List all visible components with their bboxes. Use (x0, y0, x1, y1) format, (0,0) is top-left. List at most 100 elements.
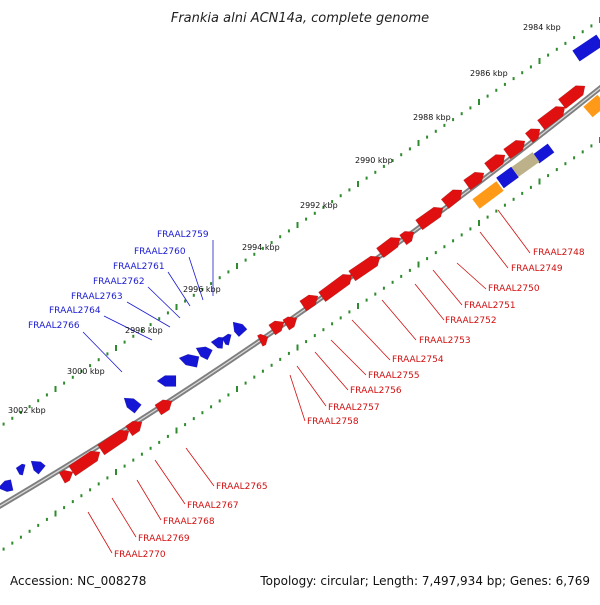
outer-tick-mark (400, 153, 403, 157)
forward-gene (97, 429, 130, 456)
leader-line (185, 447, 215, 487)
gene-label-fraal2752[interactable]: FRAAL2752 (445, 316, 497, 326)
gene-label-fraal2758[interactable]: FRAAL2758 (307, 417, 359, 427)
outer-tick-mark (261, 246, 264, 250)
outer-tick-mark (19, 410, 22, 414)
outer-tick-mark (382, 164, 385, 168)
leader-line (381, 299, 417, 341)
gene-label-fraal2764[interactable]: FRAAL2764 (49, 306, 101, 316)
tick-label-2998: 2998 kbp (125, 326, 163, 335)
tick-label-2984: 2984 kbp (523, 23, 561, 32)
gene-label-fraal2748[interactable]: FRAAL2748 (533, 248, 585, 258)
inner-tick-mark (253, 375, 256, 379)
inner-tick-mark (54, 510, 57, 517)
gene-label-fraal2770[interactable]: FRAAL2770 (114, 550, 166, 560)
inner-tick-mark (106, 476, 109, 480)
inner-tick-mark (218, 399, 221, 403)
inner-tick-mark (547, 174, 550, 178)
outer-tick-mark (460, 112, 463, 116)
inner-tick-mark (45, 517, 48, 521)
inner-tick-mark (71, 500, 74, 504)
outer-tick-mark (348, 188, 351, 192)
gene-label-fraal2749[interactable]: FRAAL2749 (511, 264, 563, 274)
outer-tick-mark (590, 24, 593, 28)
inner-tick-mark (63, 506, 66, 510)
outer-tick-mark (305, 217, 308, 221)
leader-line (456, 262, 487, 290)
leader-line (126, 301, 171, 328)
gene-label-fraal2761[interactable]: FRAAL2761 (113, 262, 165, 272)
gene-label-fraal2751[interactable]: FRAAL2751 (464, 301, 516, 311)
outer-tick-mark (296, 222, 299, 228)
outer-tick-mark (434, 129, 437, 133)
inner-tick-mark (270, 363, 273, 367)
gene-label-fraal2762[interactable]: FRAAL2762 (93, 277, 145, 287)
forward-gene (68, 450, 101, 477)
gene-label-fraal2763[interactable]: FRAAL2763 (71, 292, 123, 302)
reverse-gene (532, 143, 555, 164)
inner-tick-mark (486, 215, 489, 219)
forward-gene (375, 237, 401, 259)
inner-tick-mark (400, 274, 403, 278)
inner-tick-mark (460, 233, 463, 237)
inner-tick-mark (175, 427, 178, 434)
inner-tick-mark (19, 535, 22, 539)
inner-tick-mark (236, 386, 238, 392)
accession-text: Accession: NC_008278 (10, 574, 146, 588)
reverse-gene (178, 353, 200, 368)
outer-tick-mark (478, 99, 480, 105)
gene-label-fraal2755[interactable]: FRAAL2755 (368, 371, 420, 381)
inner-tick-mark (244, 381, 247, 385)
inner-tick-mark (331, 322, 334, 326)
gene-label-fraal2766[interactable]: FRAAL2766 (28, 321, 80, 331)
gene-label-fraal2769[interactable]: FRAAL2769 (138, 534, 190, 544)
inner-tick-mark (37, 523, 40, 527)
gene-label-fraal2757[interactable]: FRAAL2757 (328, 403, 380, 413)
outer-tick-mark (339, 194, 342, 198)
inner-tick-mark (296, 344, 299, 351)
leader-line (479, 231, 509, 269)
outer-tick-mark (417, 140, 420, 146)
outer-tick-mark (322, 205, 325, 209)
leader-line (167, 271, 191, 307)
gene-label-fraal2756[interactable]: FRAAL2756 (350, 386, 402, 396)
inner-tick-mark (434, 251, 437, 255)
inner-tick-mark (80, 494, 83, 498)
inner-tick-mark (348, 310, 351, 314)
outer-tick-mark (486, 94, 489, 98)
outer-tick-mark (564, 41, 567, 45)
forward-gene (58, 469, 74, 484)
inner-tick-mark (11, 541, 14, 545)
gene-label-fraal2765[interactable]: FRAAL2765 (216, 482, 268, 492)
gene-label-fraal2760[interactable]: FRAAL2760 (134, 247, 186, 257)
leader-line (296, 365, 327, 407)
leader-line (103, 315, 153, 341)
inner-tick-mark (426, 257, 429, 261)
outer-tick-mark (2, 422, 5, 426)
inner-tick-mark (201, 411, 204, 415)
leader-line (330, 339, 367, 376)
leader-line (82, 331, 123, 373)
genome-summary-text: Topology: circular; Length: 7,497,934 bp… (259, 574, 590, 588)
inner-tick-mark (158, 440, 161, 444)
label-leader-lines (82, 209, 531, 554)
gene-label-fraal2753[interactable]: FRAAL2753 (419, 336, 471, 346)
gene-label-fraal2768[interactable]: FRAAL2768 (163, 517, 215, 527)
gene-label-fraal2750[interactable]: FRAAL2750 (488, 284, 540, 294)
inner-tick-mark (227, 393, 230, 397)
forward-gene (154, 399, 173, 416)
outer-tick-mark (426, 135, 429, 139)
leader-line (136, 479, 162, 521)
tick-label-3000: 3000 kbp (67, 367, 105, 376)
inner-tick-mark (573, 156, 576, 160)
outer-tick-mark (132, 334, 135, 338)
gene-label-fraal2759[interactable]: FRAAL2759 (157, 230, 209, 240)
gene-label-fraal2754[interactable]: FRAAL2754 (392, 355, 444, 365)
rna-gene (583, 94, 600, 118)
reverse-gene (195, 346, 213, 361)
gene-label-fraal2767[interactable]: FRAAL2767 (187, 501, 239, 511)
outer-tick-mark (236, 263, 238, 269)
reverse-gene (232, 321, 248, 338)
inner-tick-mark (287, 351, 290, 355)
